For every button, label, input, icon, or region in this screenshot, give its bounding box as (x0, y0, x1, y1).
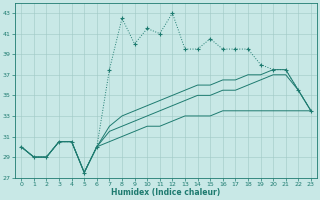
X-axis label: Humidex (Indice chaleur): Humidex (Indice chaleur) (111, 188, 221, 197)
